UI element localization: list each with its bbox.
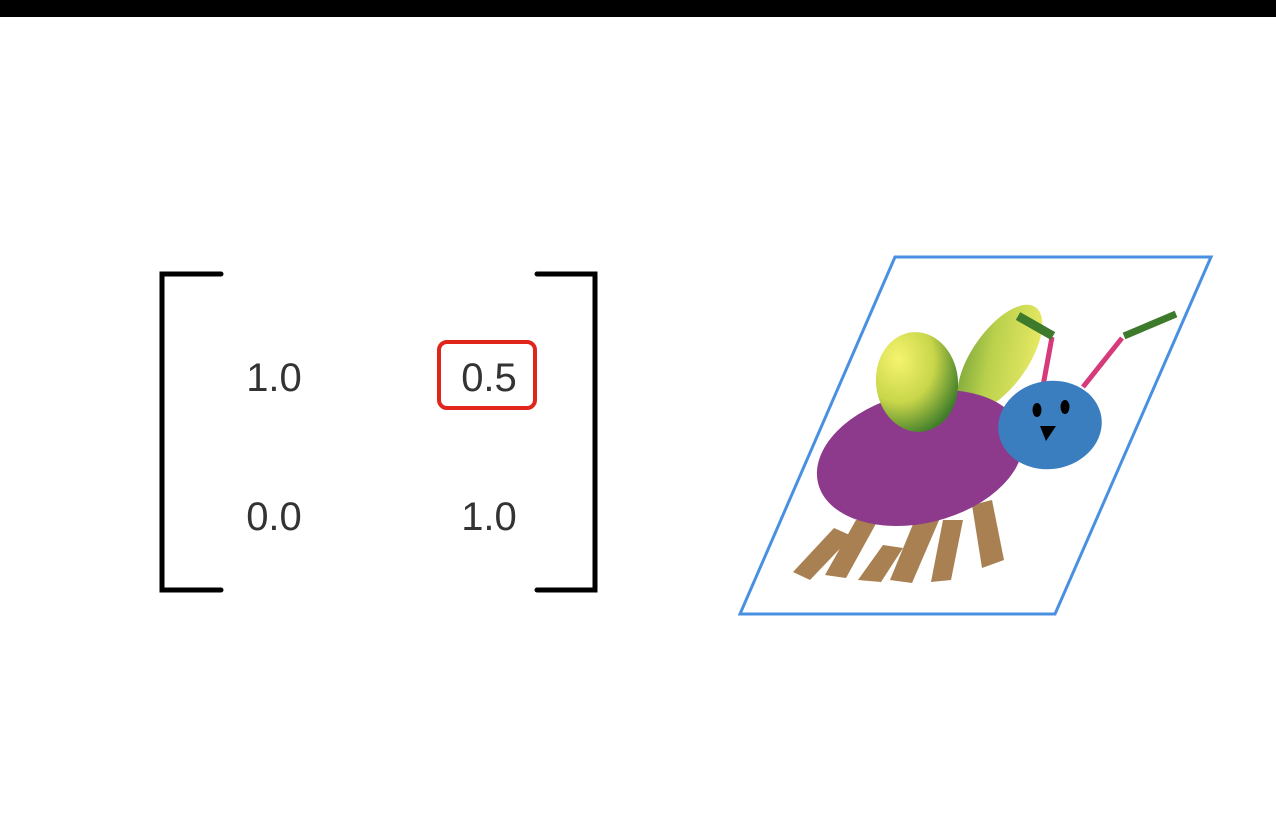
- top-bar: [0, 0, 1276, 17]
- leg-3: [858, 545, 903, 582]
- bug-head: [998, 380, 1102, 470]
- antenna-tip-right: [1122, 310, 1178, 340]
- bug-beak: [1040, 426, 1056, 441]
- sheared-frame: [737, 255, 1214, 616]
- antenna-tip-left: [1015, 312, 1056, 340]
- matrix-cell-r1-c0: 0.0: [246, 495, 302, 539]
- bug-legs: [793, 500, 1004, 583]
- bug-antennae: [1015, 310, 1178, 389]
- leg-2: [825, 520, 878, 578]
- matrix-cell-r1-c1: 1.0: [461, 495, 517, 539]
- wing-back: [957, 304, 1043, 412]
- leg-5: [931, 520, 963, 582]
- highlight-box: [437, 340, 537, 410]
- leg-4: [890, 512, 940, 583]
- bug-body: [816, 390, 1024, 526]
- left-bracket: [159, 271, 224, 593]
- bug-eye-left: [1032, 403, 1042, 417]
- antenna-right: [1081, 336, 1124, 389]
- leg-6: [972, 500, 1004, 568]
- wing-front: [875, 332, 959, 432]
- matrix-cell-r0-c1: 0.5: [461, 356, 517, 400]
- bug-eye-right: [1060, 400, 1070, 414]
- leg-1: [793, 528, 852, 580]
- right-bracket: [534, 271, 598, 593]
- antenna-left: [1040, 336, 1055, 387]
- matrix-cell-r0-c0: 1.0: [246, 356, 302, 400]
